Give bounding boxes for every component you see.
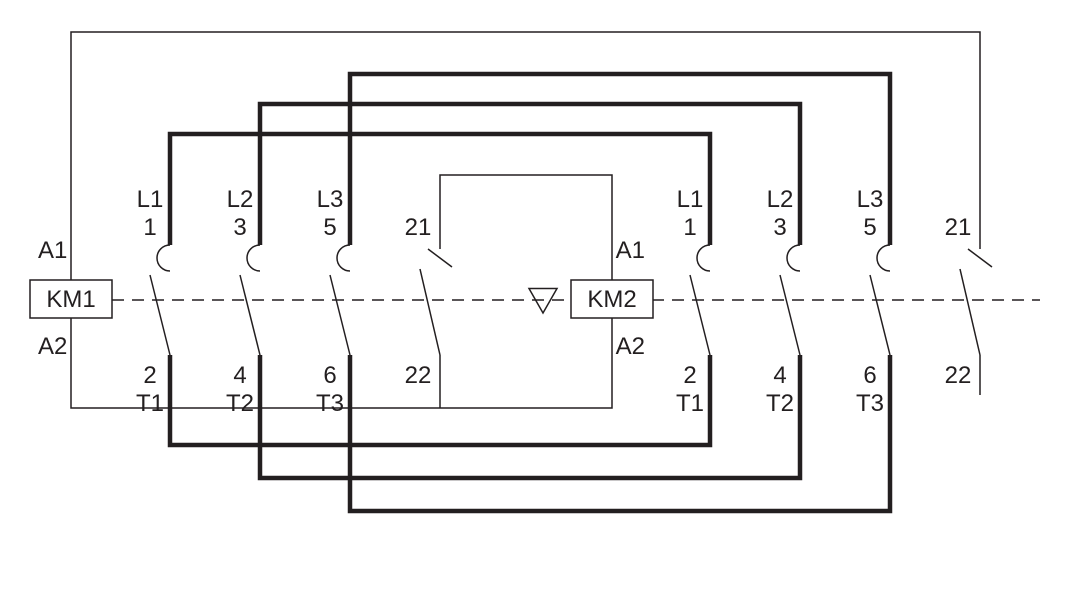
- km1-aux-top: 21: [405, 214, 432, 241]
- km2-label: KM2: [587, 286, 636, 313]
- km1-L2-top-letter: L2: [227, 186, 254, 213]
- km1-L3-top-num: 5: [323, 214, 336, 241]
- km1-L3-bot-letter: T3: [316, 390, 344, 417]
- km1-a2: A2: [38, 333, 67, 360]
- km1-aux-bot: 22: [405, 362, 432, 389]
- wire-km1-a1-to-km2-aux21: [71, 32, 980, 280]
- km1-L1-bot-num: 2: [143, 362, 156, 389]
- schematic-canvas: KM1A1A2KM2A1A2L112T1L234T2L356T32122L112…: [0, 0, 1087, 589]
- km2-L3-top-letter: L3: [857, 186, 884, 213]
- km1-L1-bot-letter: T1: [136, 390, 164, 417]
- km2-a1: A1: [616, 237, 645, 264]
- km2-aux-top: 21: [945, 214, 972, 241]
- km2-L3-bot-letter: T3: [856, 390, 884, 417]
- km1-L2-bot-num: 4: [233, 362, 246, 389]
- km2-a2: A2: [616, 333, 645, 360]
- km2-L2-top-letter: L2: [767, 186, 794, 213]
- km1-L2-bot-letter: T2: [226, 390, 254, 417]
- km1-L2-top-num: 3: [233, 214, 246, 241]
- km2-L2-bot-letter: T2: [766, 390, 794, 417]
- wire-km1-aux21-to-km2-a1: [440, 175, 612, 280]
- km1-L1-top-letter: L1: [137, 186, 164, 213]
- km2-L2-bot-num: 4: [773, 362, 786, 389]
- km2-L1-top-num: 1: [683, 214, 696, 241]
- km2-L1-top-letter: L1: [677, 186, 704, 213]
- km2-L3-bot-num: 6: [863, 362, 876, 389]
- km1-a1: A1: [38, 237, 67, 264]
- km2-L1-bot-num: 2: [683, 362, 696, 389]
- km1-label: KM1: [46, 286, 95, 313]
- km1-L1-top-num: 1: [143, 214, 156, 241]
- km2-L1-bot-letter: T1: [676, 390, 704, 417]
- km1-L3-top-letter: L3: [317, 186, 344, 213]
- km2-aux-bot: 22: [945, 362, 972, 389]
- km2-L3-top-num: 5: [863, 214, 876, 241]
- km2-L2-top-num: 3: [773, 214, 786, 241]
- km1-L3-bot-num: 6: [323, 362, 336, 389]
